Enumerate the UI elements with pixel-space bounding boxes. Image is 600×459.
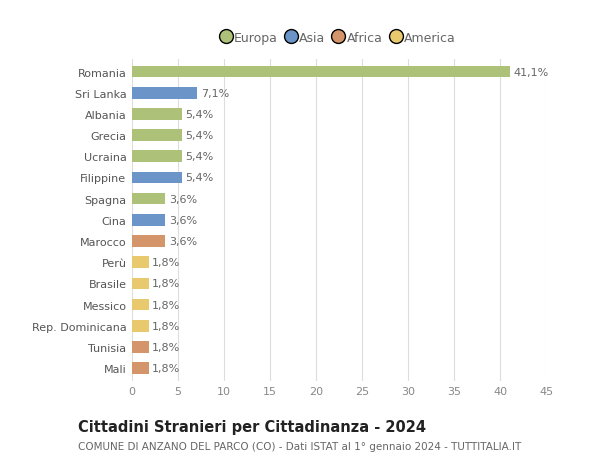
Text: 7,1%: 7,1% xyxy=(201,89,229,99)
Bar xyxy=(132,151,182,163)
Text: 3,6%: 3,6% xyxy=(169,215,197,225)
Bar xyxy=(132,172,182,184)
Text: 1,8%: 1,8% xyxy=(152,321,181,331)
Bar xyxy=(132,341,149,353)
Bar xyxy=(132,235,165,247)
Bar xyxy=(132,299,149,311)
Bar xyxy=(132,363,149,374)
Text: 41,1%: 41,1% xyxy=(514,67,549,78)
Text: 1,8%: 1,8% xyxy=(152,342,181,352)
Text: COMUNE DI ANZANO DEL PARCO (CO) - Dati ISTAT al 1° gennaio 2024 - TUTTITALIA.IT: COMUNE DI ANZANO DEL PARCO (CO) - Dati I… xyxy=(78,441,521,451)
Text: 1,8%: 1,8% xyxy=(152,363,181,373)
Bar xyxy=(132,193,165,205)
Bar xyxy=(132,130,182,141)
Bar xyxy=(132,67,510,78)
Text: 1,8%: 1,8% xyxy=(152,279,181,289)
Text: 3,6%: 3,6% xyxy=(169,236,197,246)
Bar xyxy=(132,214,165,226)
Text: Cittadini Stranieri per Cittadinanza - 2024: Cittadini Stranieri per Cittadinanza - 2… xyxy=(78,419,426,434)
Legend: Europa, Asia, Africa, America: Europa, Asia, Africa, America xyxy=(218,28,460,50)
Bar xyxy=(132,109,182,120)
Text: 1,8%: 1,8% xyxy=(152,257,181,268)
Text: 5,4%: 5,4% xyxy=(185,152,214,162)
Bar xyxy=(132,257,149,269)
Bar xyxy=(132,278,149,290)
Bar xyxy=(132,320,149,332)
Text: 3,6%: 3,6% xyxy=(169,194,197,204)
Text: 5,4%: 5,4% xyxy=(185,131,214,141)
Text: 1,8%: 1,8% xyxy=(152,300,181,310)
Text: 5,4%: 5,4% xyxy=(185,110,214,120)
Text: 5,4%: 5,4% xyxy=(185,173,214,183)
Bar xyxy=(132,88,197,99)
